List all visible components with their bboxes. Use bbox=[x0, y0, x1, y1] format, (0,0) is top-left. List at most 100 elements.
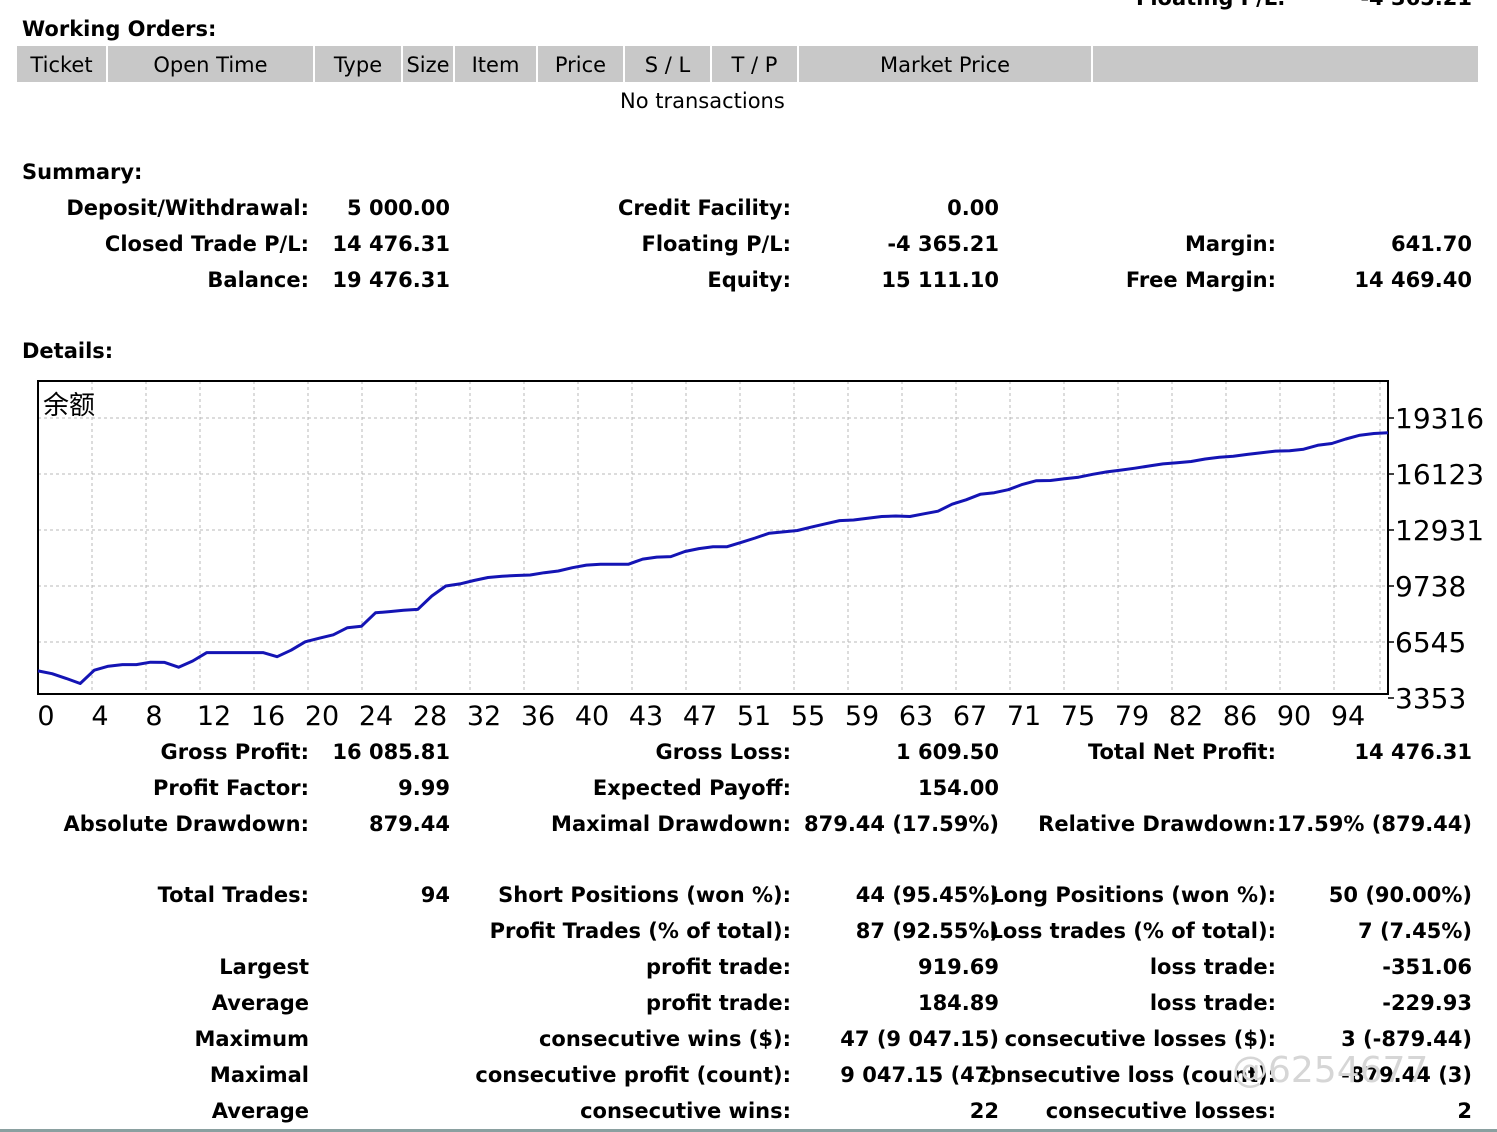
average-profit-value: 184.89 bbox=[917, 991, 999, 1015]
relative-drawdown-label: Relative Drawdown: bbox=[1038, 812, 1276, 836]
x-tick-label: 94 bbox=[1331, 701, 1365, 732]
y-tick-label: 9738 bbox=[1395, 570, 1466, 603]
x-tick-label: 20 bbox=[305, 701, 339, 732]
y-tick-label: 19316 bbox=[1395, 402, 1484, 435]
largest-profit-label: profit trade: bbox=[646, 955, 791, 979]
closed-pl-label: Closed Trade P/L: bbox=[104, 232, 309, 256]
column-header-price[interactable]: Price bbox=[538, 46, 625, 82]
orders-empty-text: No transactions bbox=[620, 89, 785, 113]
maximal-drawdown-value: 879.44 (17.59%) bbox=[803, 812, 999, 836]
x-tick-label: 51 bbox=[737, 701, 771, 732]
equity-label: Equity: bbox=[707, 268, 791, 292]
x-tick-label: 40 bbox=[575, 701, 609, 732]
max-consecutive-wins-label: consecutive wins ($): bbox=[538, 1027, 791, 1051]
deposit-label: Deposit/Withdrawal: bbox=[66, 196, 309, 220]
x-tick-label: 32 bbox=[467, 701, 501, 732]
total-net-value: 14 476.31 bbox=[1354, 740, 1472, 764]
balance-label: Balance: bbox=[207, 268, 309, 292]
gross-loss-value: 1 609.50 bbox=[896, 740, 999, 764]
long-positions-label: Long Positions (won %): bbox=[990, 883, 1276, 907]
column-header-sl[interactable]: S / L bbox=[625, 46, 712, 82]
balance-chart: 余额 19316 16123 12931 9738 6545 3353 0 4 8 12 16 20… bbox=[37, 380, 1484, 732]
equity-value: 15 111.10 bbox=[881, 268, 999, 292]
column-header-open-time[interactable]: Open Time bbox=[108, 46, 315, 82]
column-header-tp[interactable]: T / P bbox=[712, 46, 799, 82]
avg-consecutive-losses-label: consecutive losses: bbox=[1045, 1099, 1276, 1123]
expected-payoff-label: Expected Payoff: bbox=[592, 776, 791, 800]
average-loss-value: -229.93 bbox=[1382, 991, 1472, 1015]
x-tick-label: 24 bbox=[359, 701, 393, 732]
loss-trades-label: Loss trades (% of total): bbox=[989, 919, 1276, 943]
chart-x-ticks: 0 4 8 12 16 20 24 28 32 36 40 43 47 51 55 59 63 67 71 75 79 8… bbox=[37, 701, 1365, 732]
column-header-market-price[interactable]: Market Price bbox=[799, 46, 1093, 82]
x-tick-label: 59 bbox=[845, 701, 879, 732]
chart-frame bbox=[37, 380, 1389, 695]
total-net-label: Total Net Profit: bbox=[1087, 740, 1276, 764]
x-tick-label: 16 bbox=[251, 701, 285, 732]
balance-value: 19 476.31 bbox=[332, 268, 450, 292]
free-margin-label: Free Margin: bbox=[1125, 268, 1276, 292]
expected-payoff-value: 154.00 bbox=[917, 776, 999, 800]
y-tick-label: 16123 bbox=[1395, 458, 1484, 491]
floating-pl-label: Floating P/L: bbox=[641, 232, 791, 256]
x-tick-label: 47 bbox=[683, 701, 717, 732]
loss-trades-value: 7 (7.45%) bbox=[1358, 919, 1472, 943]
column-header-ticket[interactable]: Ticket bbox=[17, 46, 108, 82]
balance-series-line bbox=[37, 431, 1389, 685]
relative-drawdown-value: 17.59% (879.44) bbox=[1276, 812, 1472, 836]
average-consecutive-label: Average bbox=[211, 1099, 309, 1123]
profit-trades-value: 87 (92.55%) bbox=[855, 919, 999, 943]
working-orders-title: Working Orders: bbox=[22, 17, 217, 41]
y-tick-label: 6545 bbox=[1395, 626, 1466, 659]
max-consecutive-losses-value: 3 (-879.44) bbox=[1341, 1027, 1472, 1051]
column-header-size[interactable]: Size bbox=[403, 46, 455, 82]
profit-trades-label: Profit Trades (% of total): bbox=[489, 919, 791, 943]
credit-label: Credit Facility: bbox=[617, 196, 791, 220]
x-tick-label: 71 bbox=[1007, 701, 1041, 732]
x-tick-label: 12 bbox=[197, 701, 231, 732]
profit-factor-label: Profit Factor: bbox=[152, 776, 309, 800]
gross-loss-label: Gross Loss: bbox=[655, 740, 791, 764]
average-profit-label: profit trade: bbox=[646, 991, 791, 1015]
profit-factor-value: 9.99 bbox=[398, 776, 450, 800]
x-tick-label: 28 bbox=[413, 701, 447, 732]
column-header-type[interactable]: Type bbox=[315, 46, 403, 82]
largest-loss-value: -351.06 bbox=[1382, 955, 1472, 979]
deposit-value: 5 000.00 bbox=[347, 196, 450, 220]
maximal-consecutive-loss-value: -879.44 (3) bbox=[1341, 1063, 1472, 1087]
x-tick-label: 0 bbox=[37, 701, 54, 732]
gross-profit-value: 16 085.81 bbox=[332, 740, 450, 764]
chart-series bbox=[37, 431, 1389, 685]
watermark-text: @6254677 bbox=[1232, 1050, 1429, 1091]
x-tick-label: 55 bbox=[791, 701, 825, 732]
avg-consecutive-losses-value: 2 bbox=[1457, 1099, 1472, 1123]
x-tick-label: 36 bbox=[521, 701, 555, 732]
x-tick-label: 86 bbox=[1223, 701, 1257, 732]
avg-consecutive-wins-label: consecutive wins: bbox=[580, 1099, 791, 1123]
max-consecutive-wins-value: 47 (9 047.15) bbox=[840, 1027, 999, 1051]
x-tick-label: 75 bbox=[1061, 701, 1095, 732]
margin-label: Margin: bbox=[1184, 232, 1276, 256]
floating-pl-value: -4 365.21 bbox=[887, 232, 999, 256]
x-tick-label: 79 bbox=[1115, 701, 1149, 732]
maximal-drawdown-label: Maximal Drawdown: bbox=[551, 812, 791, 836]
maximal-consecutive-profit-value: 9 047.15 (47) bbox=[840, 1063, 999, 1087]
column-header-item[interactable]: Item bbox=[455, 46, 538, 82]
summary-title: Summary: bbox=[22, 160, 143, 184]
short-positions-label: Short Positions (won %): bbox=[498, 883, 791, 907]
header-cut-value: -4 365.21 bbox=[1360, 0, 1472, 10]
absolute-drawdown-label: Absolute Drawdown: bbox=[63, 812, 309, 836]
credit-value: 0.00 bbox=[947, 196, 999, 220]
largest-profit-value: 919.69 bbox=[917, 955, 999, 979]
total-trades-value: 94 bbox=[420, 883, 450, 907]
maximum-label: Maximum bbox=[194, 1027, 309, 1051]
free-margin-value: 14 469.40 bbox=[1354, 268, 1472, 292]
x-tick-label: 4 bbox=[91, 701, 108, 732]
largest-label: Largest bbox=[219, 955, 309, 979]
chart-grid bbox=[38, 381, 1388, 694]
orders-table-header: Ticket Open Time Type Size Item Price S … bbox=[17, 46, 1478, 82]
x-tick-label: 67 bbox=[953, 701, 987, 732]
average-label: Average bbox=[211, 991, 309, 1015]
absolute-drawdown-value: 879.44 bbox=[368, 812, 450, 836]
total-trades-label: Total Trades: bbox=[157, 883, 309, 907]
